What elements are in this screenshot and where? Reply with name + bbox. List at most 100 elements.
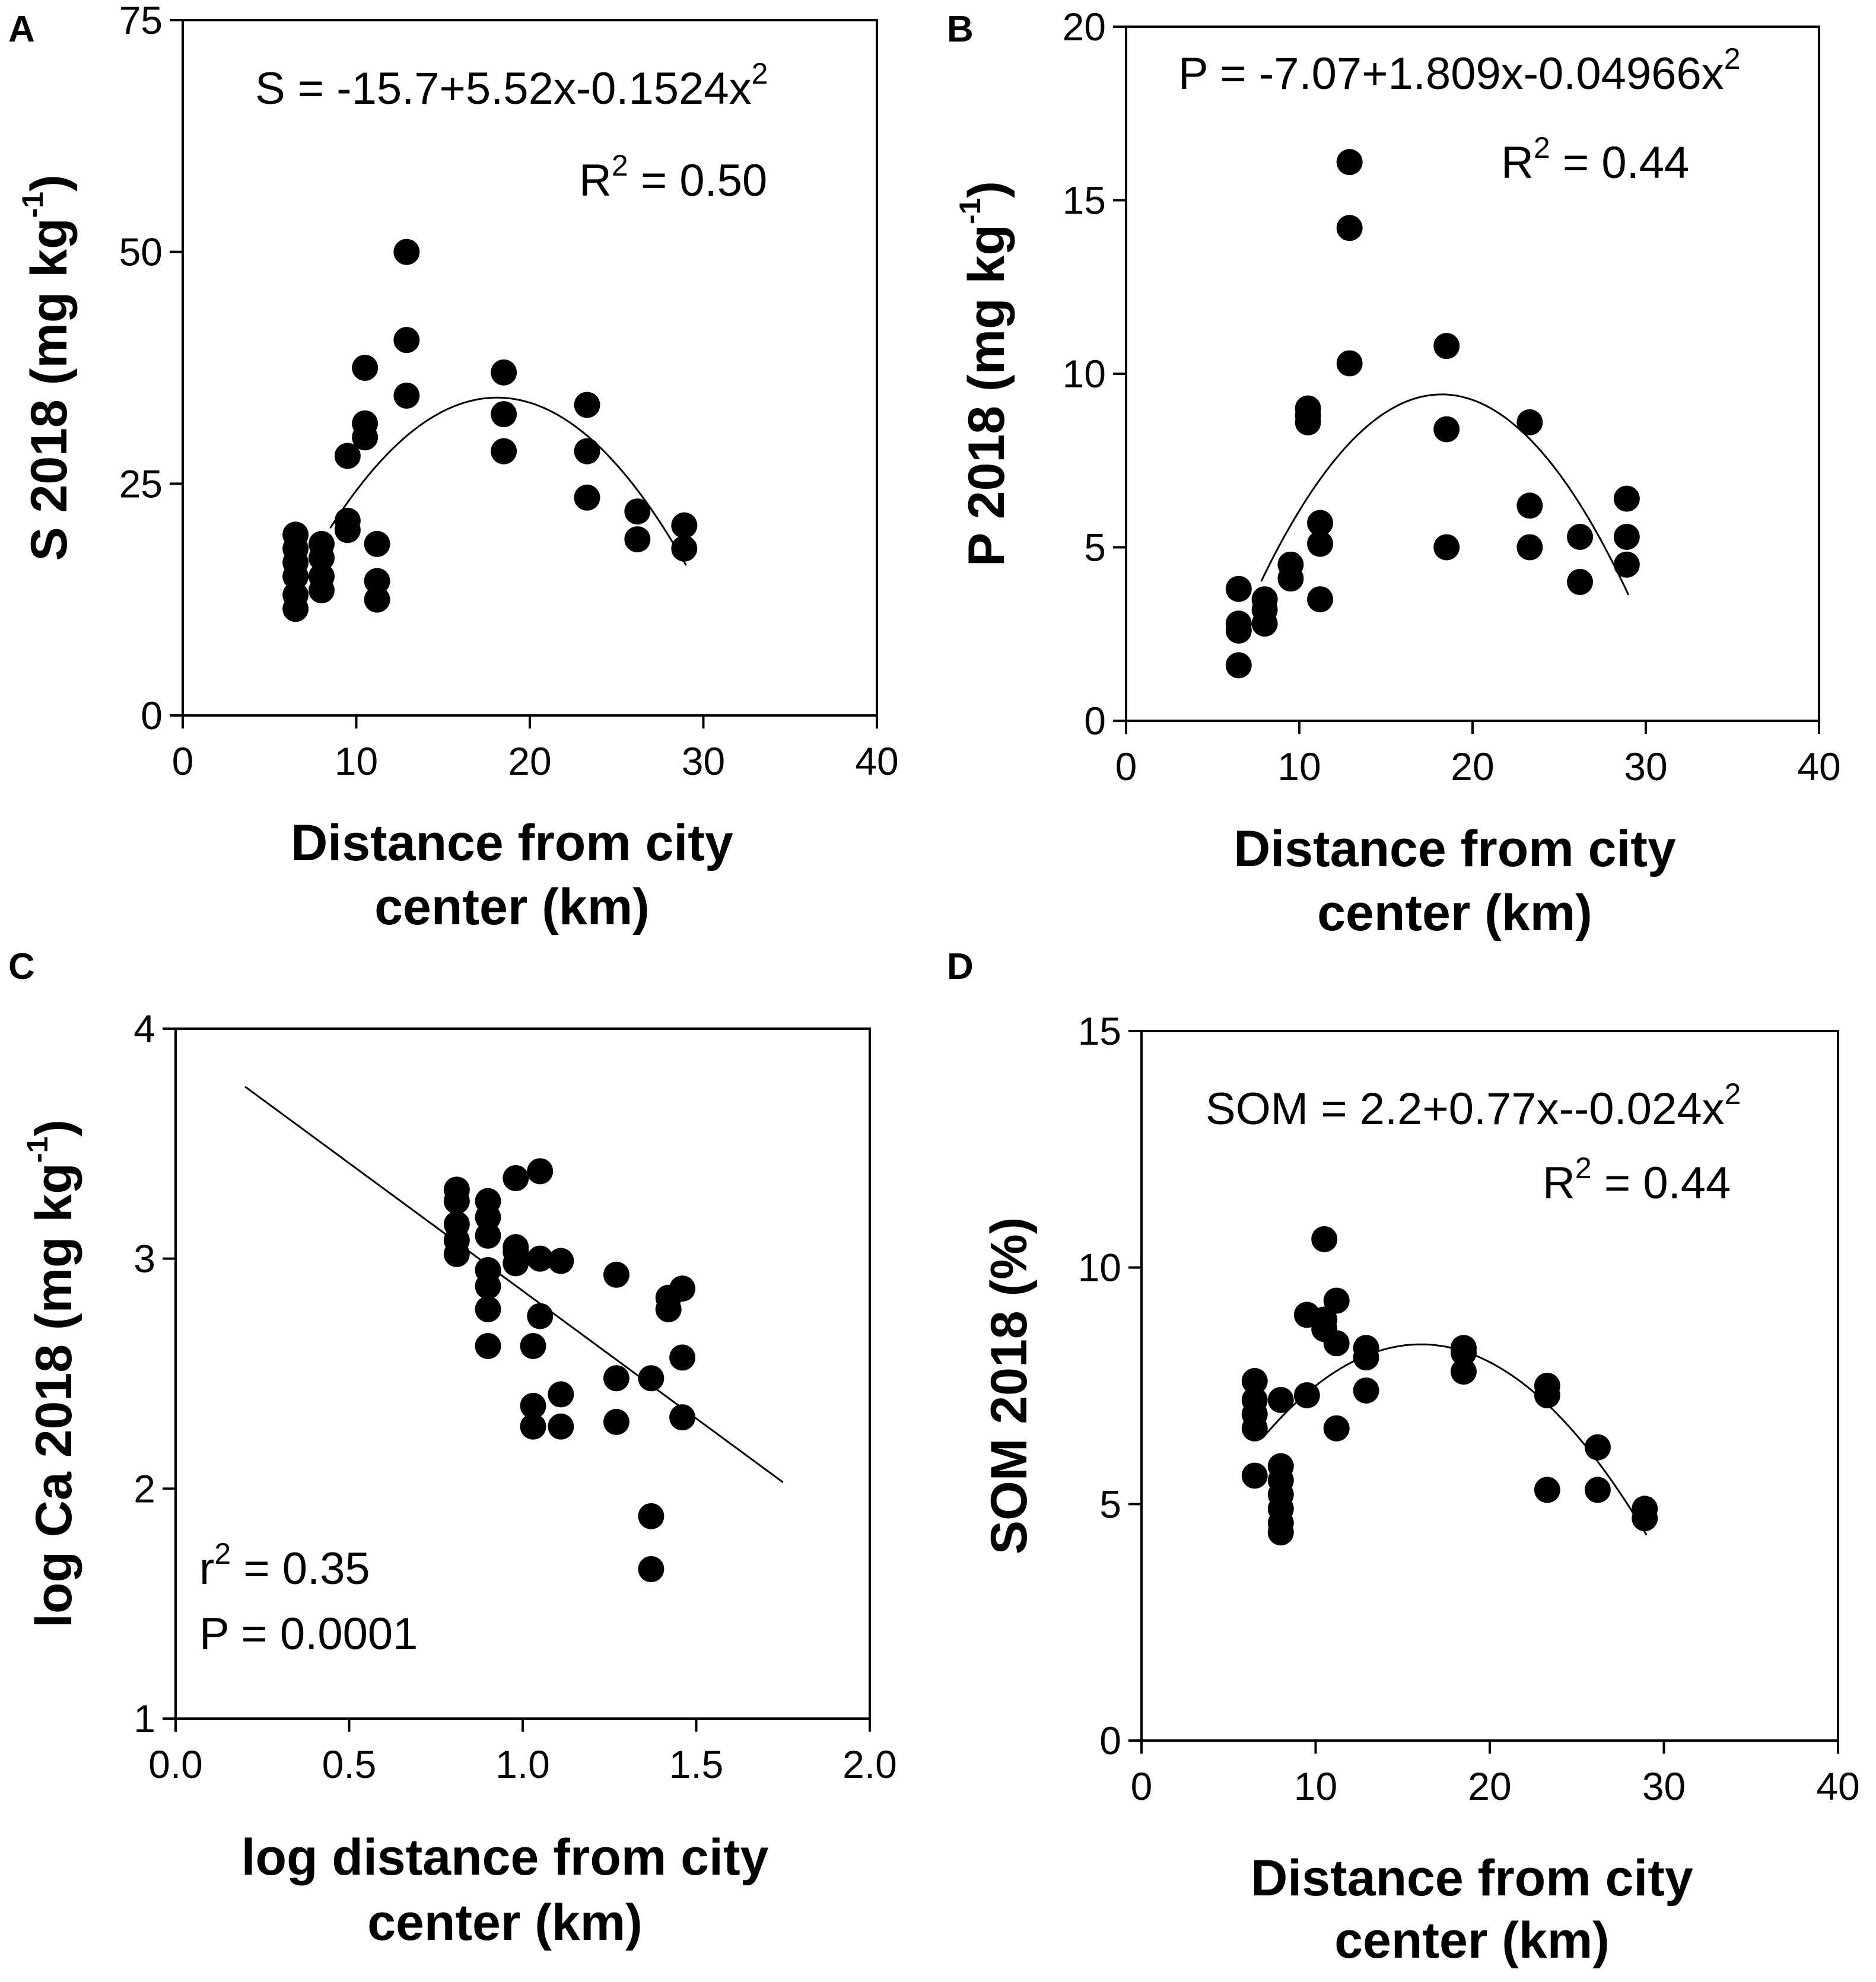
fit-equation-main: SOM = 2.2+0.77x--0.024x	[1206, 1084, 1724, 1134]
x-tick-label: 0	[1131, 1764, 1153, 1808]
y-tick-label: 10	[1078, 1246, 1121, 1290]
panel-letter: B	[947, 9, 974, 50]
data-point	[1295, 395, 1321, 422]
x-tick-label: 0	[172, 739, 194, 783]
data-point	[527, 1158, 554, 1185]
x-tick-label: 0.5	[322, 1742, 377, 1786]
panel-c: C 0.0 0.5 1.0 1.5 2.0 1 2 3 4 log distance from c…	[8, 946, 897, 1951]
data-point	[503, 1234, 529, 1261]
r-squared-post: = 0.50	[628, 155, 768, 206]
data-point	[548, 1413, 574, 1440]
data-point	[491, 401, 517, 428]
data-point	[574, 484, 600, 511]
data-point	[1267, 1453, 1294, 1480]
x-tick-label: 40	[855, 739, 898, 783]
r-squared-sup: 2	[1575, 1151, 1592, 1185]
data-point	[1353, 1377, 1379, 1404]
data-point	[527, 1303, 554, 1329]
data-point	[1225, 610, 1252, 637]
data-point	[1311, 1226, 1338, 1252]
data-point	[671, 512, 698, 539]
fit-line	[1260, 393, 1630, 596]
data-point	[352, 410, 379, 437]
data-point	[503, 1165, 529, 1191]
data-point	[1336, 215, 1363, 241]
data-point	[475, 1332, 501, 1359]
fit-equation-sup: 2	[1724, 42, 1741, 75]
r-squared-post: = 0.44	[1592, 1158, 1731, 1208]
y-axis-title-main: P 2018 (mg kg	[958, 224, 1015, 567]
data-point	[574, 392, 600, 418]
x-tick-label: 20	[1468, 1764, 1511, 1808]
data-point	[1307, 530, 1334, 557]
data-point	[1567, 523, 1594, 550]
fit-equation-sup: 2	[1724, 1077, 1741, 1111]
y-tick-label: 4	[133, 1007, 155, 1051]
x-axis-title-line: log distance from city	[241, 1829, 769, 1886]
data-point	[1632, 1496, 1658, 1522]
data-point	[282, 581, 309, 608]
y-tick-label: 10	[1063, 352, 1106, 396]
data-point	[1516, 409, 1543, 435]
fit-equation-sup: 2	[752, 57, 768, 90]
r-squared: R2 = 0.50	[579, 149, 767, 206]
data-point	[334, 443, 361, 469]
data-point	[475, 1222, 501, 1249]
data-point	[1241, 1368, 1268, 1395]
x-axis-title-line: center (km)	[1317, 885, 1592, 941]
data-point	[669, 1404, 696, 1431]
data-point	[603, 1261, 629, 1288]
data-point	[669, 1344, 696, 1371]
r-squared-main: R	[579, 155, 612, 206]
y-axis-title-main: log Ca 2018 (mg kg	[26, 1163, 82, 1628]
y-axis-title-close: )	[958, 181, 1015, 198]
data-point	[527, 1245, 554, 1272]
data-point	[1293, 1382, 1320, 1408]
x-tick-label: 10	[1294, 1764, 1337, 1808]
data-point	[1613, 523, 1640, 550]
y-tick-label: 15	[1063, 179, 1106, 222]
y-axis-title: P 2018 (mg kg-1)	[953, 181, 1015, 567]
data-point	[1336, 350, 1363, 377]
data-point	[393, 238, 420, 265]
y-tick-label: 0	[1099, 1719, 1121, 1763]
y-tick-label: 3	[133, 1237, 155, 1281]
data-point	[491, 438, 517, 465]
data-point	[520, 1392, 546, 1419]
data-point	[520, 1413, 546, 1440]
data-point	[1534, 1373, 1560, 1399]
x-axis-title-line: Distance from city	[1251, 1850, 1693, 1907]
y-axis-title: S 2018 (mg kg-1)	[16, 174, 78, 561]
data-point	[1307, 510, 1334, 536]
r-squared-main: r	[199, 1544, 214, 1594]
x-tick-label: 1.0	[495, 1742, 550, 1786]
data-point	[1311, 1306, 1338, 1333]
data-point	[393, 382, 420, 409]
fit-equation: SOM = 2.2+0.77x--0.024x2	[1206, 1077, 1741, 1134]
y-axis-title-close: )	[21, 174, 78, 192]
x-axis-title-line: Distance from city	[291, 815, 733, 871]
panel-letter: D	[947, 946, 974, 987]
data-point	[1567, 569, 1594, 595]
y-tick-label: 25	[119, 462, 163, 505]
x-axis-title-line: center (km)	[374, 879, 650, 936]
x-tick-label: 40	[1797, 745, 1840, 788]
data-point	[1267, 1386, 1294, 1413]
r-squared-sup: 2	[214, 1537, 231, 1570]
y-tick-label: 0	[1084, 699, 1106, 743]
y-axis-title: SOM 2018 (%)	[981, 1217, 1038, 1555]
y-axis-title: log Ca 2018 (mg kg-1)	[21, 1119, 82, 1628]
data-point	[574, 438, 600, 465]
data-point	[1323, 1330, 1350, 1357]
data-point	[669, 1275, 696, 1302]
r-squared: r2 = 0.35	[199, 1537, 370, 1594]
panel-b: B 0 10 20 30 40 0 5 10 15 20 Distance from city cen…	[947, 5, 1841, 941]
x-tick-label: 0	[1115, 745, 1137, 788]
data-point	[1433, 333, 1460, 360]
y-axis-title-sup: -1	[953, 198, 987, 224]
data-point	[1613, 551, 1640, 578]
x-tick-label: 2.0	[842, 1742, 897, 1786]
data-point	[1251, 586, 1278, 613]
x-tick-label: 30	[682, 739, 725, 783]
y-axis-title-sup: -1	[21, 1137, 54, 1163]
